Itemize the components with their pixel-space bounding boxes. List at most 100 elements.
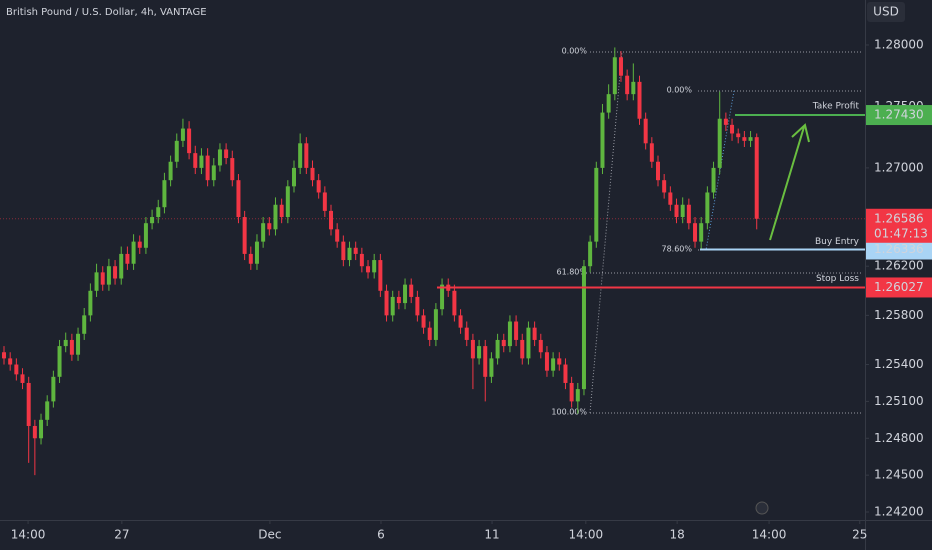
candle-body — [347, 247, 352, 261]
candle-body — [557, 358, 562, 365]
candle-body — [656, 161, 661, 181]
candle-body — [736, 133, 741, 138]
currency[interactable]: USD — [873, 5, 899, 19]
candle-body — [32, 425, 37, 439]
candle-body — [754, 137, 759, 219]
candle-body — [353, 247, 358, 254]
current-price-box — [866, 208, 932, 243]
candle-body — [717, 118, 722, 168]
candle-body — [526, 327, 531, 359]
candle-body — [625, 75, 630, 95]
candle-body — [594, 167, 599, 242]
candle-body — [384, 290, 389, 316]
candle-body — [366, 266, 371, 273]
candle-body — [341, 241, 346, 261]
x-tick-label: 18 — [669, 528, 684, 542]
candle-body — [464, 327, 469, 340]
candle-body — [45, 401, 50, 420]
candle-body — [217, 149, 222, 166]
candle-body — [730, 124, 735, 134]
currency-box[interactable] — [867, 2, 905, 22]
candle-body — [329, 210, 334, 230]
x-tick-label: 14:00 — [752, 528, 787, 542]
candle-body — [100, 272, 105, 285]
candle-body — [230, 158, 235, 181]
candle-body — [26, 382, 31, 426]
candle-body — [211, 165, 216, 181]
candle-body — [254, 241, 259, 264]
candle-body — [588, 241, 593, 267]
candle-body — [242, 217, 247, 254]
candle-body — [76, 333, 81, 355]
fib-trend — [589, 51, 623, 413]
x-tick-label: Dec — [258, 528, 281, 542]
candle-body — [88, 290, 93, 316]
level-name: Buy Entry — [815, 237, 860, 247]
x-tick-label: 6 — [377, 528, 385, 542]
candle-body — [421, 315, 426, 328]
candle-body — [82, 315, 87, 334]
candle-body — [699, 223, 704, 242]
candle-body — [310, 167, 315, 181]
level-label: 1.26336 — [874, 242, 924, 256]
candle-body — [427, 327, 432, 340]
candle-body — [600, 112, 605, 168]
y-tick-label: 1.28000 — [874, 37, 924, 51]
candle-body — [224, 149, 229, 159]
candle-body — [403, 284, 408, 304]
fib-label: 0.00% — [562, 46, 588, 55]
y-tick-label: 1.25400 — [874, 357, 924, 371]
candle-body — [440, 284, 445, 310]
candle-body — [180, 128, 185, 141]
candle-body — [643, 118, 648, 144]
candle-body — [14, 364, 19, 375]
x-tick-label: 25 — [852, 528, 867, 542]
candle-body — [69, 339, 74, 355]
fib-label: 0.00% — [667, 85, 693, 94]
candle-body — [335, 229, 340, 242]
candle-body — [143, 223, 148, 248]
candle-body — [187, 128, 192, 154]
candle-body — [2, 352, 7, 359]
candle-body — [304, 143, 309, 168]
candle-body — [409, 284, 414, 297]
fib-label: 78.60% — [661, 244, 692, 253]
candle-body — [137, 241, 142, 248]
candle-body — [125, 253, 130, 264]
candle-body — [316, 180, 321, 193]
x-tick-label: 14:00 — [11, 528, 46, 542]
level-name: Stop Loss — [816, 274, 859, 284]
candle-body — [711, 167, 716, 193]
candle-body — [168, 161, 173, 181]
candle-body — [51, 376, 56, 402]
candle-body — [267, 223, 272, 230]
candle-body — [8, 358, 13, 365]
candle-body — [20, 374, 25, 383]
candle-body — [119, 253, 124, 279]
candle-body — [477, 346, 482, 359]
candle-body — [551, 358, 556, 371]
candle-body — [575, 389, 580, 402]
candle-body — [57, 346, 62, 377]
candle-body — [378, 260, 383, 291]
y-tick-label: 1.27000 — [874, 160, 924, 174]
fib-label: 100.00% — [551, 407, 587, 416]
candle-body — [236, 180, 241, 218]
candle-body — [291, 167, 296, 187]
candle-body — [581, 266, 586, 390]
candle-body — [742, 137, 747, 141]
candle-body — [396, 296, 401, 304]
candle-body — [39, 419, 44, 439]
countdown: 01:47:13 — [874, 226, 928, 240]
candle-body — [686, 204, 691, 224]
candle-body — [205, 155, 210, 181]
candle-body — [532, 327, 537, 340]
y-tick-label: 1.25100 — [874, 394, 924, 408]
candle-body — [705, 192, 710, 224]
event-icon[interactable] — [755, 501, 769, 515]
candle-body — [748, 137, 753, 141]
candle-body — [569, 382, 574, 402]
current-price-label: 1.26586 — [874, 211, 924, 225]
